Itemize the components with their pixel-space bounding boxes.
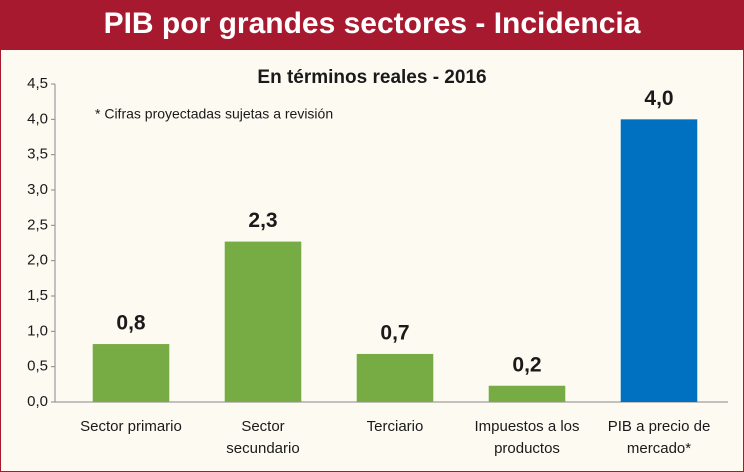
y-tick-label: 3,0 <box>27 181 48 198</box>
bar <box>620 119 698 402</box>
y-tick-label: 4,5 <box>27 75 48 92</box>
x-tick-label: Impuestos a los productos <box>474 418 579 457</box>
y-tick-label: 0,0 <box>27 393 48 410</box>
bar <box>224 241 302 402</box>
bar <box>356 353 434 402</box>
header-band <box>0 0 744 50</box>
chart-title: PIB por grandes sectores - Incidencia <box>104 7 641 40</box>
y-tick-label: 1,5 <box>27 287 48 304</box>
x-tick-label: Terciario <box>367 418 424 435</box>
annotation: * Cifras proyectadas sujetas a revisión <box>95 106 333 122</box>
x-tick-label: PIB a precio de mercado* <box>608 418 711 457</box>
value-label: 0,8 <box>116 312 146 335</box>
x-tick-label: Sector secundario <box>226 418 299 457</box>
y-tick-label: 0,5 <box>27 358 48 375</box>
x-tick-label: Sector primario <box>80 418 182 435</box>
bar <box>92 344 170 402</box>
y-tick-label: 1,0 <box>27 322 48 339</box>
y-tick-label: 4,0 <box>27 110 48 127</box>
value-label: 0,7 <box>380 321 409 344</box>
value-label: 4,0 <box>644 87 673 110</box>
value-label: 2,3 <box>248 209 277 232</box>
y-tick-label: 2,0 <box>27 252 48 269</box>
y-tick-label: 3,5 <box>27 146 48 163</box>
y-tick-label: 2,5 <box>27 216 48 233</box>
chart-subtitle: En términos reales - 2016 <box>257 67 486 88</box>
bar <box>488 385 566 402</box>
value-label: 0,2 <box>512 353 541 376</box>
